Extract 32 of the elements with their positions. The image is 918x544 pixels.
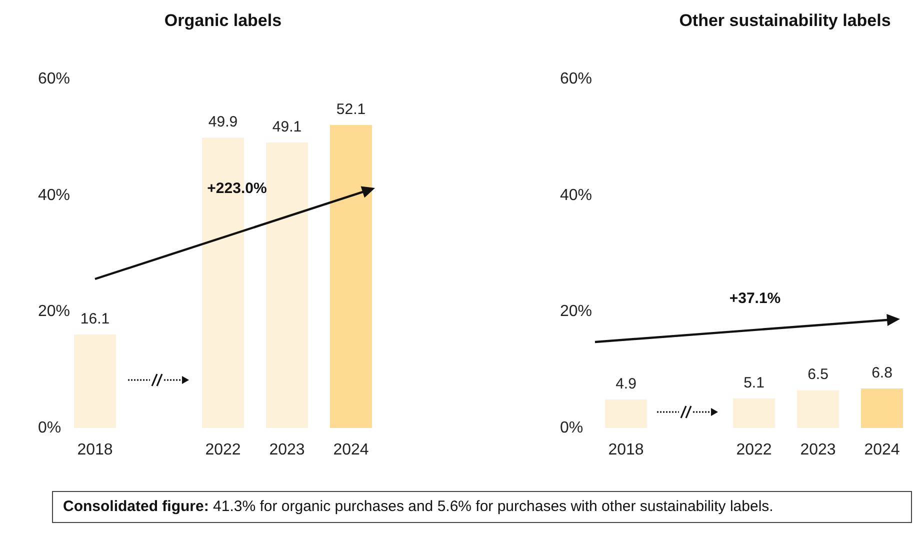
- bar: [74, 334, 116, 428]
- y-tick-label: 20%: [38, 303, 70, 320]
- x-tick-label: 2018: [77, 442, 113, 458]
- chart-title: Other sustainability labels: [679, 11, 891, 30]
- y-tick-label: 40%: [38, 186, 70, 204]
- y-tick-label: 0%: [38, 420, 62, 436]
- data-label: 5.1: [744, 374, 764, 392]
- annotation: +37.1%: [729, 290, 781, 307]
- bar: [266, 142, 308, 428]
- data-label: 6.8: [872, 364, 892, 382]
- x-tick-label: 2018: [608, 442, 644, 458]
- y-tick-label: 60%: [560, 70, 592, 88]
- annotation: +223.0%: [207, 180, 267, 197]
- x-tick-label: 2023: [800, 442, 836, 458]
- x-tick-label: 2022: [205, 442, 241, 458]
- data-label: 49.1: [272, 118, 302, 136]
- y-tick-label: 0%: [560, 420, 584, 436]
- y-tick-label: 40%: [560, 186, 592, 204]
- data-label: 16.1: [80, 310, 110, 328]
- text: Consolidated figure: 41.3% for organic purchases and 5.6% for purchases with other sustainability labels.: [52, 491, 912, 523]
- x-tick-label: 2023: [269, 442, 305, 458]
- chart-title: Organic labels: [164, 11, 282, 30]
- y-tick-label: 20%: [560, 303, 592, 320]
- data-label: 49.9: [208, 114, 238, 131]
- x-tick-label: 2024: [333, 442, 369, 458]
- x-tick-label: 2024: [864, 442, 900, 458]
- data-label: 4.9: [616, 376, 636, 392]
- x-tick-label: 2022: [736, 442, 772, 458]
- data-label: 52.1: [336, 100, 366, 118]
- y-tick-label: 60%: [38, 70, 70, 88]
- data-label: 6.5: [808, 366, 828, 384]
- bar: [330, 124, 372, 428]
